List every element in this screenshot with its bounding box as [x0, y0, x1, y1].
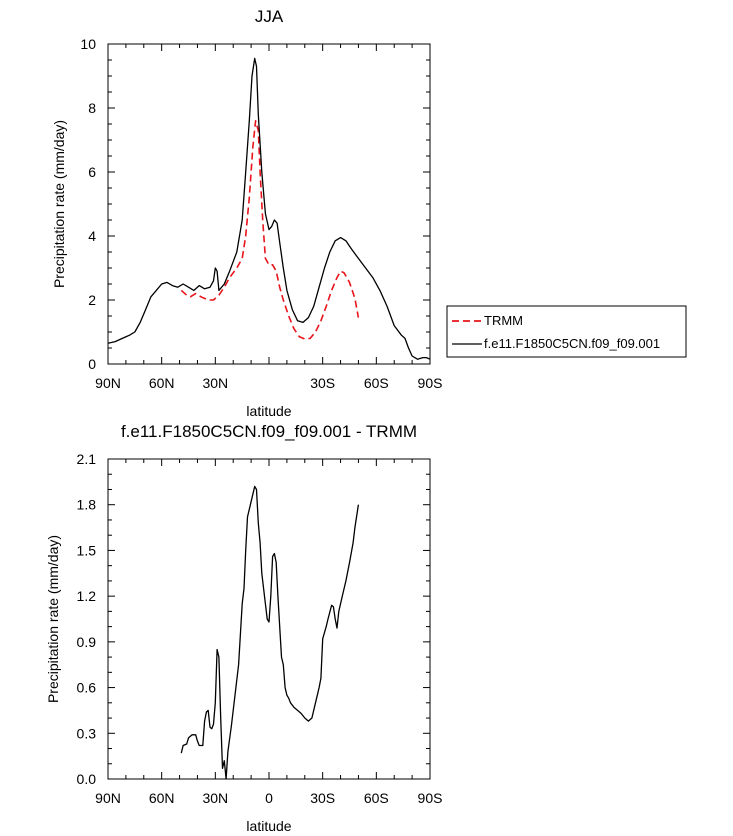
top-chart-series [107, 57, 431, 360]
bottom-chart-ticks: 90N 60N 30N 0 30S 60S 90S 0.0 0.3 0.6 0.9 1.2 1.5 1.8… [77, 451, 443, 806]
x-tick-label: 30S [310, 790, 335, 806]
y-tick-label: 0 [88, 356, 96, 372]
y-tick-label: 0.3 [77, 725, 97, 741]
bottom-chart-x-axis-label: latitude [246, 818, 291, 834]
top-chart-legend: TRMM f.e11.F1850C5CN.f09_f09.001 [446, 305, 687, 358]
x-tick-label: 60S [364, 790, 389, 806]
top-chart-ticks: 90N 60N 30N 30S 60S 90S 0 2 4 6 8 10 [80, 36, 442, 391]
y-tick-label: 0.6 [77, 680, 97, 696]
top-chart: JJA Precipitation rate (mm/day) latitude… [51, 7, 442, 419]
x-tick-label: 30N [202, 375, 228, 391]
y-tick-label: 10 [80, 36, 96, 52]
x-tick-label: 90S [418, 790, 443, 806]
y-tick-label: 1.5 [77, 542, 97, 558]
bottom-chart: f.e11.F1850C5CN.f09_f09.001 - TRMM Preci… [45, 422, 442, 834]
x-tick-label: 30N [202, 790, 228, 806]
x-tick-label: 60N [149, 375, 175, 391]
x-tick-label: 90S [418, 375, 443, 391]
bottom-chart-series [180, 485, 360, 780]
top-chart-title: JJA [255, 7, 284, 26]
series-line-model [180, 485, 360, 780]
legend-label-model: f.e11.F1850C5CN.f09_f09.001 [484, 336, 660, 351]
y-tick-label: 4 [88, 228, 96, 244]
x-tick-label: 30S [310, 375, 335, 391]
series-line-model [107, 57, 431, 360]
y-tick-label: 6 [88, 164, 96, 180]
top-chart-y-axis-label: Precipitation rate (mm/day) [51, 120, 67, 288]
x-tick-label: 60S [364, 375, 389, 391]
legend-box [446, 305, 687, 358]
top-chart-plot-frame [107, 43, 431, 365]
y-tick-label: 0.0 [77, 771, 97, 787]
y-tick-label: 1.2 [77, 588, 97, 604]
bottom-chart-plot-frame [107, 458, 431, 780]
x-tick-label: 60N [149, 790, 175, 806]
y-tick-label: 2.1 [77, 451, 97, 467]
bottom-chart-title: f.e11.F1850C5CN.f09_f09.001 - TRMM [121, 422, 417, 441]
top-chart-x-axis-label: latitude [246, 403, 291, 419]
series-line-trmm [180, 120, 360, 340]
y-tick-label: 0.9 [77, 634, 97, 650]
bottom-chart-y-axis-label: Precipitation rate (mm/day) [45, 535, 61, 703]
x-tick-label: 90N [95, 790, 121, 806]
x-tick-label: 90N [95, 375, 121, 391]
y-tick-label: 1.8 [77, 497, 97, 513]
y-tick-label: 2 [88, 292, 96, 308]
y-tick-label: 8 [88, 100, 96, 116]
x-tick-label: 0 [265, 790, 273, 806]
legend-label-trmm: TRMM [484, 313, 523, 328]
